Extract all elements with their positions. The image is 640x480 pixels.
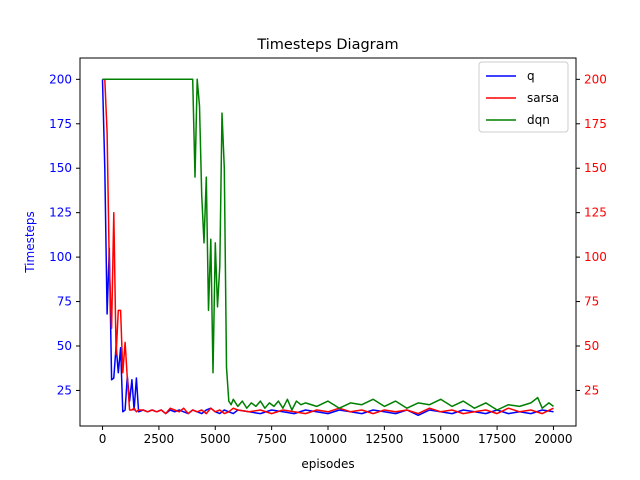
x-tick-label: 7500 <box>256 432 287 446</box>
right-y-tick-label: 50 <box>584 339 599 353</box>
right-y-tick-label: 75 <box>584 295 599 309</box>
legend-label-sarsa: sarsa <box>527 91 559 105</box>
x-tick-label: 15000 <box>422 432 460 446</box>
left-y-tick-label: 150 <box>49 161 72 175</box>
chart-title: Timesteps Diagram <box>256 37 398 53</box>
legend-box <box>478 61 569 133</box>
left-y-tick-label: 100 <box>49 250 72 264</box>
right-y-tick-label: 25 <box>584 383 599 397</box>
y-axis-label: Timesteps <box>23 211 37 274</box>
series-line-sarsa <box>102 78 554 415</box>
plot-lines <box>101 78 554 417</box>
x-tick-label: 0 <box>99 432 107 446</box>
x-tick-label: 12500 <box>365 432 403 446</box>
left-y-tick-label: 200 <box>49 72 72 86</box>
x-tick-label: 5000 <box>200 432 231 446</box>
x-tick-label: 2500 <box>144 432 175 446</box>
left-y-tick-label: 75 <box>57 295 72 309</box>
right-y-tick-label: 200 <box>584 72 607 86</box>
series-line-dqn <box>102 78 554 411</box>
x-tick-label: 10000 <box>309 432 347 446</box>
left-y-tick-label: 125 <box>49 206 72 220</box>
right-y-tick-label: 100 <box>584 250 607 264</box>
legend: q sarsa dqn <box>478 61 569 133</box>
right-y-tick-label: 175 <box>584 117 607 131</box>
legend-label-dqn: dqn <box>527 113 550 127</box>
x-tick-label: 17500 <box>478 432 516 446</box>
x-axis-ticks: 0 2500 5000 7500 10000 12500 15000 17500 20000 <box>99 426 573 446</box>
right-y-tick-label: 150 <box>584 161 607 175</box>
x-tick-label: 20000 <box>534 432 572 446</box>
left-y-tick-label: 175 <box>49 117 72 131</box>
x-axis-label: episodes <box>301 457 354 471</box>
left-y-tick-label: 25 <box>57 383 72 397</box>
left-axis-ticks: 25 50 75 100 125 150 175 200 <box>49 72 80 397</box>
right-y-tick-label: 125 <box>584 206 607 220</box>
right-axis-ticks: 25 50 75 100 125 150 175 200 <box>576 72 607 397</box>
left-y-tick-label: 50 <box>57 339 72 353</box>
legend-label-q: q <box>527 69 535 83</box>
